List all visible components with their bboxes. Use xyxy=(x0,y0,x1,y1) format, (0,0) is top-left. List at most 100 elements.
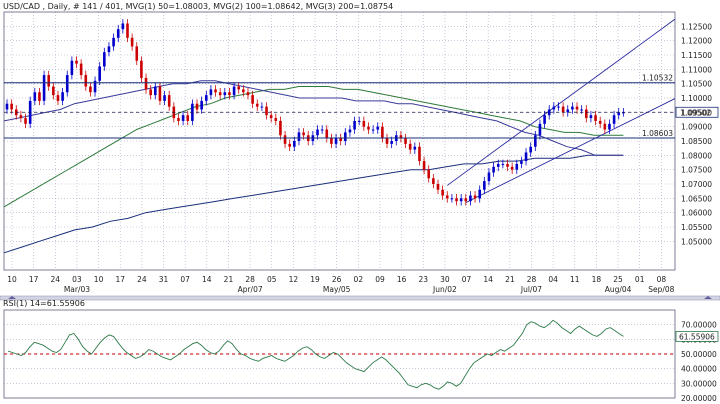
candle-body xyxy=(501,163,505,165)
candle-body xyxy=(496,163,500,167)
rsi-last-label: 61.55906 xyxy=(679,332,715,341)
candle-body xyxy=(390,141,393,144)
candle-body xyxy=(47,75,51,87)
candle-body xyxy=(622,112,625,114)
candle-body xyxy=(121,23,125,30)
price-tick-label: 1.11500 xyxy=(681,51,712,60)
candle-body xyxy=(534,135,537,147)
candle-body xyxy=(524,152,528,162)
candle-body xyxy=(413,146,417,150)
candle-body xyxy=(70,60,74,76)
candle-body xyxy=(362,120,366,127)
candle-body xyxy=(297,132,301,141)
price-tick-label: 1.07000 xyxy=(681,180,712,189)
rsi-panel xyxy=(3,309,676,399)
candle-body xyxy=(130,37,134,47)
day-tick-label: 30 xyxy=(440,275,450,284)
price-tick-label: 1.10500 xyxy=(681,80,712,89)
candle-body xyxy=(344,132,347,141)
price-tick-label: 1.06500 xyxy=(681,194,712,203)
price-tick-label: 1.09500 xyxy=(681,108,712,117)
candle-body xyxy=(566,109,570,113)
day-tick-label: 26 xyxy=(332,275,342,284)
rsi-axis: 20.0000030.0000040.0000050.0000060.00000… xyxy=(675,321,719,403)
candle-body xyxy=(547,109,551,116)
day-tick-label: 16 xyxy=(397,275,407,284)
candle-body xyxy=(371,129,375,131)
candle-body xyxy=(580,109,583,111)
day-tick-label: 24 xyxy=(137,275,147,284)
candle-body xyxy=(265,106,268,116)
rsi-title: RSI(1) 14=61.55906 xyxy=(3,299,85,308)
candle-body xyxy=(232,86,236,96)
candle-body xyxy=(353,120,356,130)
price-tick-label: 1.12500 xyxy=(681,22,712,31)
candle-body xyxy=(61,92,64,101)
candle-body xyxy=(255,103,259,107)
candle-body xyxy=(464,198,468,202)
day-tick-label: 25 xyxy=(613,275,623,284)
day-tick-label: 28 xyxy=(245,275,255,284)
candle-body xyxy=(153,86,157,96)
candle-body xyxy=(339,138,342,141)
candle-body xyxy=(594,115,597,121)
candle-body xyxy=(584,109,588,119)
day-tick-label: 07 xyxy=(462,275,472,284)
channel-upper-line xyxy=(446,18,676,186)
candle-body xyxy=(561,106,565,113)
month-label: Mar/03 xyxy=(64,285,90,294)
rsi-tick-label: 70.00000 xyxy=(681,321,717,330)
candle-body xyxy=(200,100,203,110)
price-tick-label: 1.06000 xyxy=(681,209,712,218)
candle-body xyxy=(473,195,477,199)
candle-body xyxy=(418,146,421,162)
chart-header: USD/CAD , Daily, # 141 / 401, MVG(1) 50=… xyxy=(3,2,393,11)
panel-separator[interactable] xyxy=(0,295,720,301)
candle-body xyxy=(237,86,241,90)
candle-body xyxy=(469,195,472,202)
candle-body xyxy=(450,198,454,200)
expand-arrow-icon xyxy=(704,296,712,299)
candle-body xyxy=(52,86,55,96)
candle-body xyxy=(24,118,27,124)
candle-body xyxy=(204,95,208,101)
price-tick-label: 1.12000 xyxy=(681,37,712,46)
rsi-last-box xyxy=(675,330,719,342)
candle-body xyxy=(376,126,380,130)
candle-body xyxy=(167,95,171,107)
day-tick-label: 18 xyxy=(592,275,602,284)
price-plot-border xyxy=(3,11,676,271)
day-tick-label: 08 xyxy=(657,275,667,284)
candle-body xyxy=(543,115,546,124)
candle-body xyxy=(589,115,593,119)
horizontal-price-lines: 1.10532 1.08603 1.09502 xyxy=(4,74,719,139)
candle-body xyxy=(269,115,273,119)
day-tick-label: 05 xyxy=(267,275,277,284)
candle-body xyxy=(427,169,431,179)
day-tick-label: 09 xyxy=(375,275,385,284)
mva50-line xyxy=(3,80,624,156)
day-tick-label: 17 xyxy=(115,275,125,284)
day-tick-label: 14 xyxy=(202,275,212,284)
price-axis: 1.05000 1.05500 1.06000 1.06500 1.07000 1.075… xyxy=(681,22,712,246)
candle-body xyxy=(617,112,621,116)
day-tick-label: 21 xyxy=(505,275,515,284)
candle-body xyxy=(422,161,426,170)
rsi-tick-label: 30.00000 xyxy=(681,379,717,388)
candle-body xyxy=(149,89,152,96)
rsi-tick-label: 50.00000 xyxy=(681,350,717,359)
month-label: Aug/04 xyxy=(605,285,632,294)
candle-body xyxy=(218,92,222,96)
time-axis: 10 17 24 03 10 17 24 31 07 14 21 28 05 12 19 26 02 09 16 23… xyxy=(7,275,674,294)
candle-body xyxy=(408,143,412,150)
candle-body xyxy=(107,46,111,53)
candle-body xyxy=(195,103,199,110)
day-tick-label: 19 xyxy=(310,275,320,284)
day-tick-label: 10 xyxy=(94,275,104,284)
candle-body xyxy=(436,184,440,190)
day-tick-label: 03 xyxy=(72,275,82,284)
day-tick-label: 21 xyxy=(224,275,234,284)
price-tick-label: 1.05500 xyxy=(681,223,712,232)
candle-body xyxy=(575,106,579,110)
